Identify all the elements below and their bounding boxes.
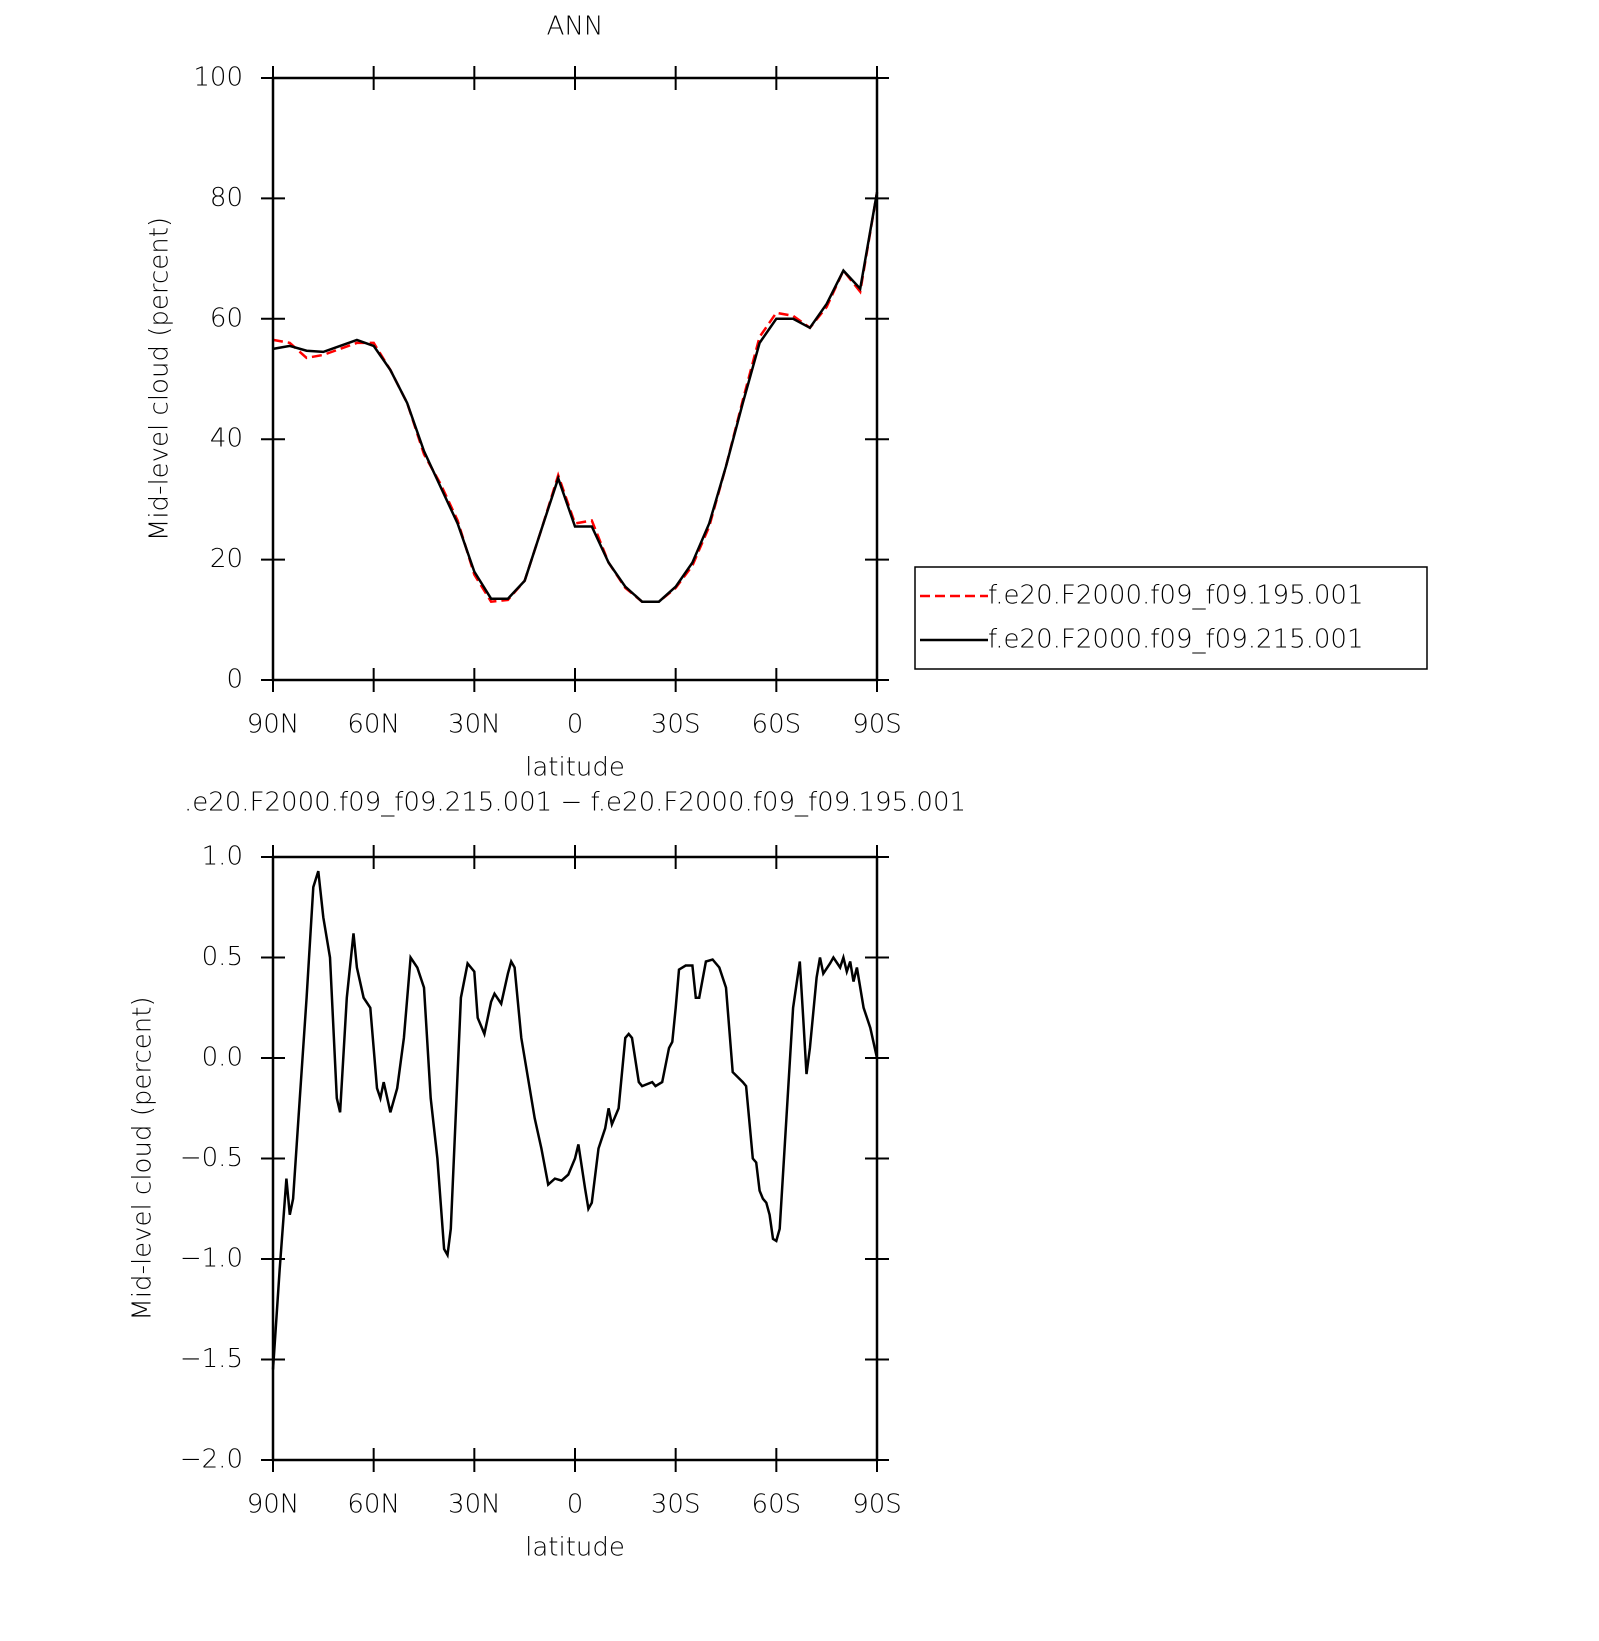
x-tick-label: 60S (752, 710, 802, 740)
x-tick-label: 30S (651, 710, 701, 740)
x-tick-label: 60N (347, 1490, 400, 1520)
y-tick-label: 0.0 (202, 1043, 243, 1073)
x-tick-label: 0 (567, 710, 584, 740)
y-tick-label: 0.5 (202, 942, 243, 972)
x-tick-label: 60S (752, 1490, 802, 1520)
data-line (272, 192, 879, 603)
x-tick-label: 90N (247, 1490, 300, 1520)
y-tick-label: 80 (210, 183, 243, 213)
y-tick-label: −1.0 (180, 1244, 243, 1274)
x-tick-label: 60N (347, 710, 400, 740)
x-tick-label: 30N (448, 1490, 501, 1520)
chart-title: .e20.F2000.f09_f09.215.001 − f.e20.F2000… (184, 788, 966, 818)
y-tick-label: −2.0 (180, 1445, 243, 1475)
x-tick-label: 0 (567, 1490, 584, 1520)
data-line (271, 870, 879, 1370)
x-tick-label: 30N (448, 710, 501, 740)
x-tick-label: 90S (852, 710, 902, 740)
y-axis-label: Mid-level cloud (percent) (128, 996, 158, 1320)
plot-frame (271, 76, 879, 682)
data-line (272, 192, 879, 604)
y-tick-label: 0 (226, 665, 243, 695)
y-tick-label: 20 (210, 544, 243, 574)
y-tick-label: 40 (210, 424, 243, 454)
y-tick-label: 100 (193, 63, 243, 93)
legend-label: f.e20.F2000.f09_f09.195.001 (988, 581, 1364, 611)
chart-title: ANN (547, 12, 604, 42)
x-axis-label: latitude (525, 1533, 625, 1563)
x-tick-label: 90N (247, 710, 300, 740)
y-tick-label: 1.0 (202, 842, 243, 872)
legend-box (914, 566, 1428, 670)
x-axis-label: latitude (525, 753, 625, 783)
plot-frame (271, 855, 879, 1462)
y-tick-label: −1.5 (180, 1344, 243, 1374)
x-tick-label: 90S (852, 1490, 902, 1520)
y-axis-label: Mid-level cloud (percent) (145, 217, 175, 541)
x-tick-label: 30S (651, 1490, 701, 1520)
legend-label: f.e20.F2000.f09_f09.215.001 (988, 625, 1364, 655)
y-tick-label: 60 (210, 303, 243, 333)
y-tick-label: −0.5 (180, 1143, 243, 1173)
